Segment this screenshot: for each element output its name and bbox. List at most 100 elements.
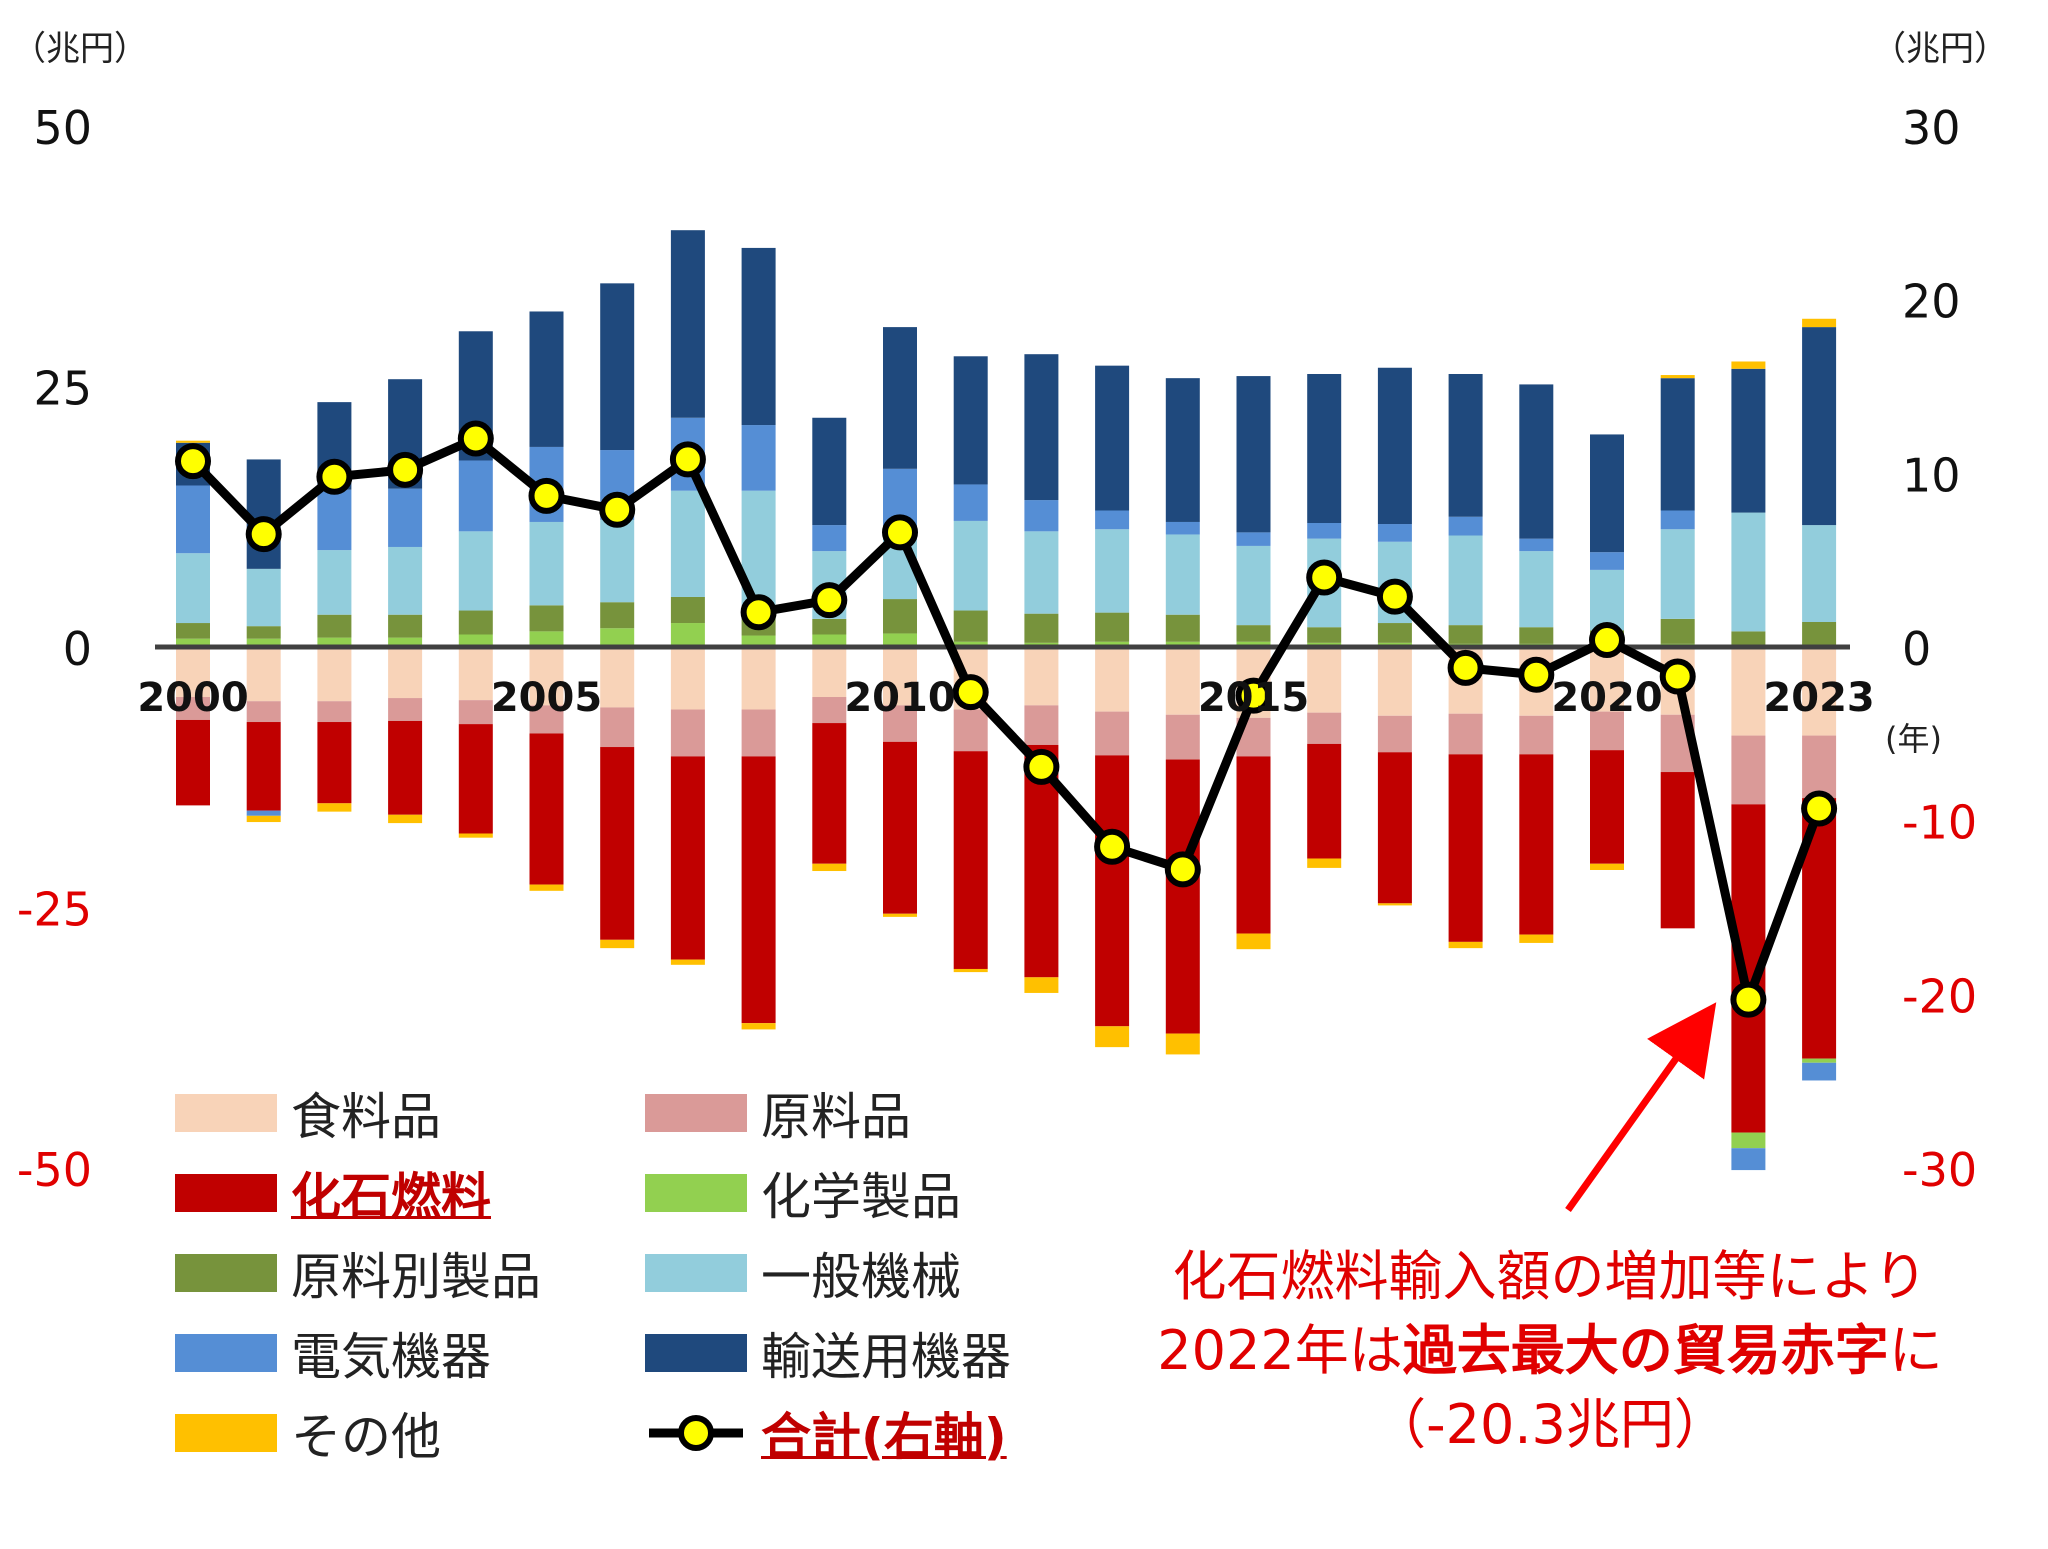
total-point-2011 (952, 674, 989, 711)
legend-label-other: その他 (291, 1408, 441, 1466)
total-point-2009 (811, 582, 848, 619)
bar-raw_materials-2013 (1095, 711, 1130, 756)
legend-item-fossil_fuel: 化石燃料 (175, 1157, 491, 1229)
bar-food-2010 (883, 647, 917, 706)
legend-item-other: その他 (175, 1397, 441, 1469)
bar-electrical-2000 (176, 485, 210, 554)
bar-chemicals-2009 (812, 634, 847, 647)
annotation-text: 化石燃料輸入額の増加等により 2022年は過去最大の貿易赤字に （-20.3兆円… (1100, 1240, 2000, 1462)
bar-chemicals-2000 (176, 638, 210, 647)
bar-food-2022 (1731, 647, 1766, 736)
year-label-2020: 2020 (1551, 675, 1662, 721)
bar-general_machinery-2013 (1095, 529, 1130, 613)
bar-manufactured-2015 (1236, 625, 1271, 642)
year-label-2005: 2005 (491, 675, 602, 721)
bar-electrical-2001 (246, 810, 281, 816)
bar-general_machinery-2015 (1236, 545, 1271, 626)
total-point-2017 (1376, 578, 1413, 615)
bar-general_machinery-2012 (1024, 531, 1059, 614)
left-tick-0: 0 (63, 622, 92, 676)
bar-fossil_fuel-2005 (529, 733, 564, 885)
legend-swatch-other (175, 1414, 277, 1452)
legend-item-manufactured: 原料別製品 (175, 1237, 541, 1309)
right-axis-unit: （兆円） (1872, 29, 2008, 69)
bar-chemicals-2001 (246, 638, 281, 647)
bar-other-2021 (1660, 375, 1695, 379)
bar-other-2007 (670, 959, 705, 965)
total-point-2021 (1659, 658, 1696, 695)
total-point-2000 (175, 443, 211, 480)
bar-transport-2023 (1802, 327, 1837, 526)
bar-other-2006 (600, 939, 635, 949)
annotation-arrow (1565, 1002, 1717, 1213)
bar-fossil_fuel-2000 (176, 719, 210, 806)
bar-food-2007 (670, 647, 705, 710)
total-point-2004 (457, 420, 494, 457)
total-point-2002 (316, 458, 353, 495)
bar-fossil_fuel-2021 (1660, 772, 1695, 929)
bar-general_machinery-2000 (176, 553, 210, 624)
bar-transport-2008 (741, 247, 776, 426)
bar-raw_materials-2007 (670, 709, 705, 757)
legend-swatch-electrical (175, 1334, 277, 1372)
bar-manufactured-2017 (1377, 623, 1412, 643)
bar-general_machinery-2005 (529, 521, 564, 606)
bar-other-2001 (246, 815, 281, 823)
bar-food-2009 (812, 647, 847, 698)
left-tick--25: -25 (17, 883, 92, 937)
bar-manufactured-2023 (1802, 621, 1837, 647)
bar-food-2016 (1307, 647, 1342, 713)
bar-raw_materials-2005 (529, 705, 564, 734)
bar-electrical-2013 (1095, 510, 1130, 530)
bar-general_machinery-2018 (1448, 535, 1483, 626)
bar-chemicals-2005 (529, 631, 564, 647)
legend-swatch-chemicals (645, 1174, 747, 1212)
bar-transport-2009 (812, 417, 847, 526)
bar-raw_materials-2011 (953, 709, 988, 752)
bar-transport-2021 (1660, 378, 1695, 511)
bar-fossil_fuel-2006 (600, 747, 635, 940)
bar-transport-2016 (1307, 373, 1342, 524)
bar-transport-2012 (1024, 354, 1059, 501)
bar-other-2005 (529, 884, 564, 891)
x-axis-unit: (年) (1885, 720, 1942, 758)
bar-general_machinery-2014 (1165, 534, 1200, 615)
total-point-2008 (740, 594, 777, 631)
bar-general_machinery-2001 (246, 568, 281, 627)
bar-fossil_fuel-2003 (388, 720, 423, 815)
bar-food-2006 (600, 647, 635, 708)
total-point-2014 (1164, 851, 1201, 888)
bar-manufactured-2009 (812, 618, 847, 635)
bar-general_machinery-2011 (953, 520, 988, 611)
bar-manufactured-2001 (246, 626, 281, 639)
bar-transport-2006 (600, 283, 635, 451)
bar-manufactured-2006 (600, 602, 635, 629)
bar-electrical-2020 (1590, 552, 1624, 570)
bar-chemicals-2023 (1802, 1058, 1837, 1063)
bar-electrical-2008 (741, 425, 776, 491)
bar-raw_materials-2014 (1165, 714, 1200, 760)
bar-food-2014 (1165, 647, 1200, 715)
bar-other-2017 (1377, 903, 1412, 906)
bar-food-2002 (317, 647, 352, 702)
bar-fossil_fuel-2007 (670, 756, 705, 960)
bar-manufactured-2013 (1095, 612, 1130, 642)
bar-other-2010 (883, 913, 917, 917)
bar-fossil_fuel-2017 (1377, 752, 1412, 904)
bar-chemicals-2007 (670, 623, 705, 647)
bar-manufactured-2000 (176, 623, 210, 639)
bar-transport-2007 (670, 230, 705, 418)
total-point-2013 (1094, 828, 1131, 865)
bar-chemicals-2011 (953, 641, 988, 647)
bar-other-2012 (1024, 977, 1059, 993)
bar-raw_materials-2012 (1024, 705, 1059, 745)
bar-chemicals-2015 (1236, 641, 1271, 647)
bar-food-2013 (1095, 647, 1130, 712)
total-point-2012 (1023, 748, 1060, 785)
bar-chemicals-2006 (600, 628, 635, 647)
right-tick--30: -30 (1902, 1143, 1977, 1197)
bar-raw_materials-2022 (1731, 735, 1766, 805)
legend-item-general_machinery: 一般機械 (645, 1237, 961, 1309)
bar-other-2014 (1165, 1033, 1200, 1055)
bar-other-2002 (317, 803, 352, 812)
